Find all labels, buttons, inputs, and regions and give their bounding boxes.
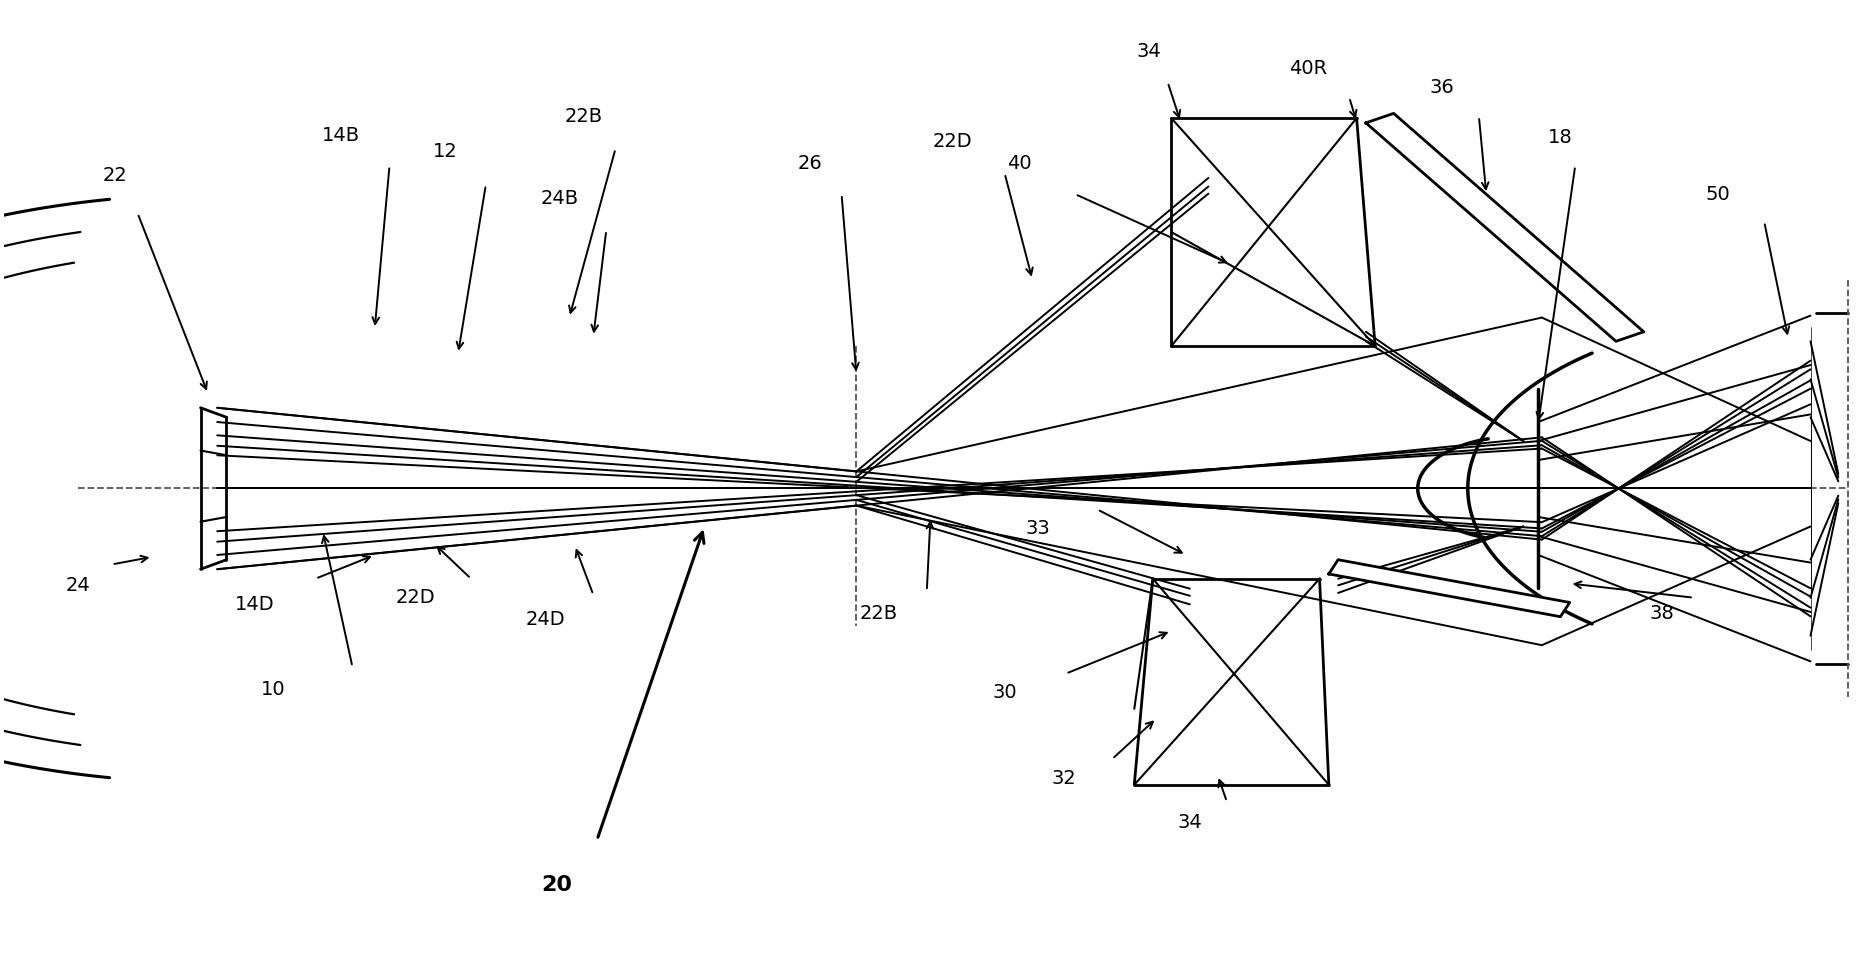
Text: 24D: 24D — [525, 610, 566, 629]
Text: 20: 20 — [542, 876, 571, 896]
Text: 24: 24 — [65, 576, 91, 595]
Text: 18: 18 — [1548, 127, 1573, 147]
Text: 22B: 22B — [566, 106, 603, 125]
Text: 50: 50 — [1705, 185, 1731, 204]
Text: 22B: 22B — [860, 604, 897, 624]
Text: 38: 38 — [1651, 604, 1675, 624]
Text: 40: 40 — [1007, 154, 1031, 173]
Text: 30: 30 — [992, 683, 1016, 702]
Text: 12: 12 — [434, 142, 458, 161]
Text: 40R: 40R — [1290, 59, 1327, 79]
Text: 14D: 14D — [234, 595, 274, 614]
Text: 10: 10 — [261, 680, 285, 699]
Text: 26: 26 — [798, 154, 823, 173]
Text: 32: 32 — [1051, 768, 1076, 787]
Polygon shape — [1366, 113, 1643, 341]
Text: 34: 34 — [1178, 813, 1202, 833]
Text: 14B: 14B — [322, 125, 361, 145]
Text: 36: 36 — [1429, 79, 1453, 98]
Text: 22: 22 — [102, 166, 128, 185]
Text: 34: 34 — [1137, 42, 1161, 61]
Text: 24B: 24B — [542, 190, 579, 208]
Polygon shape — [1329, 559, 1569, 617]
Text: 33: 33 — [1025, 519, 1050, 537]
Text: 22D: 22D — [932, 132, 973, 151]
Text: 22D: 22D — [396, 588, 435, 607]
